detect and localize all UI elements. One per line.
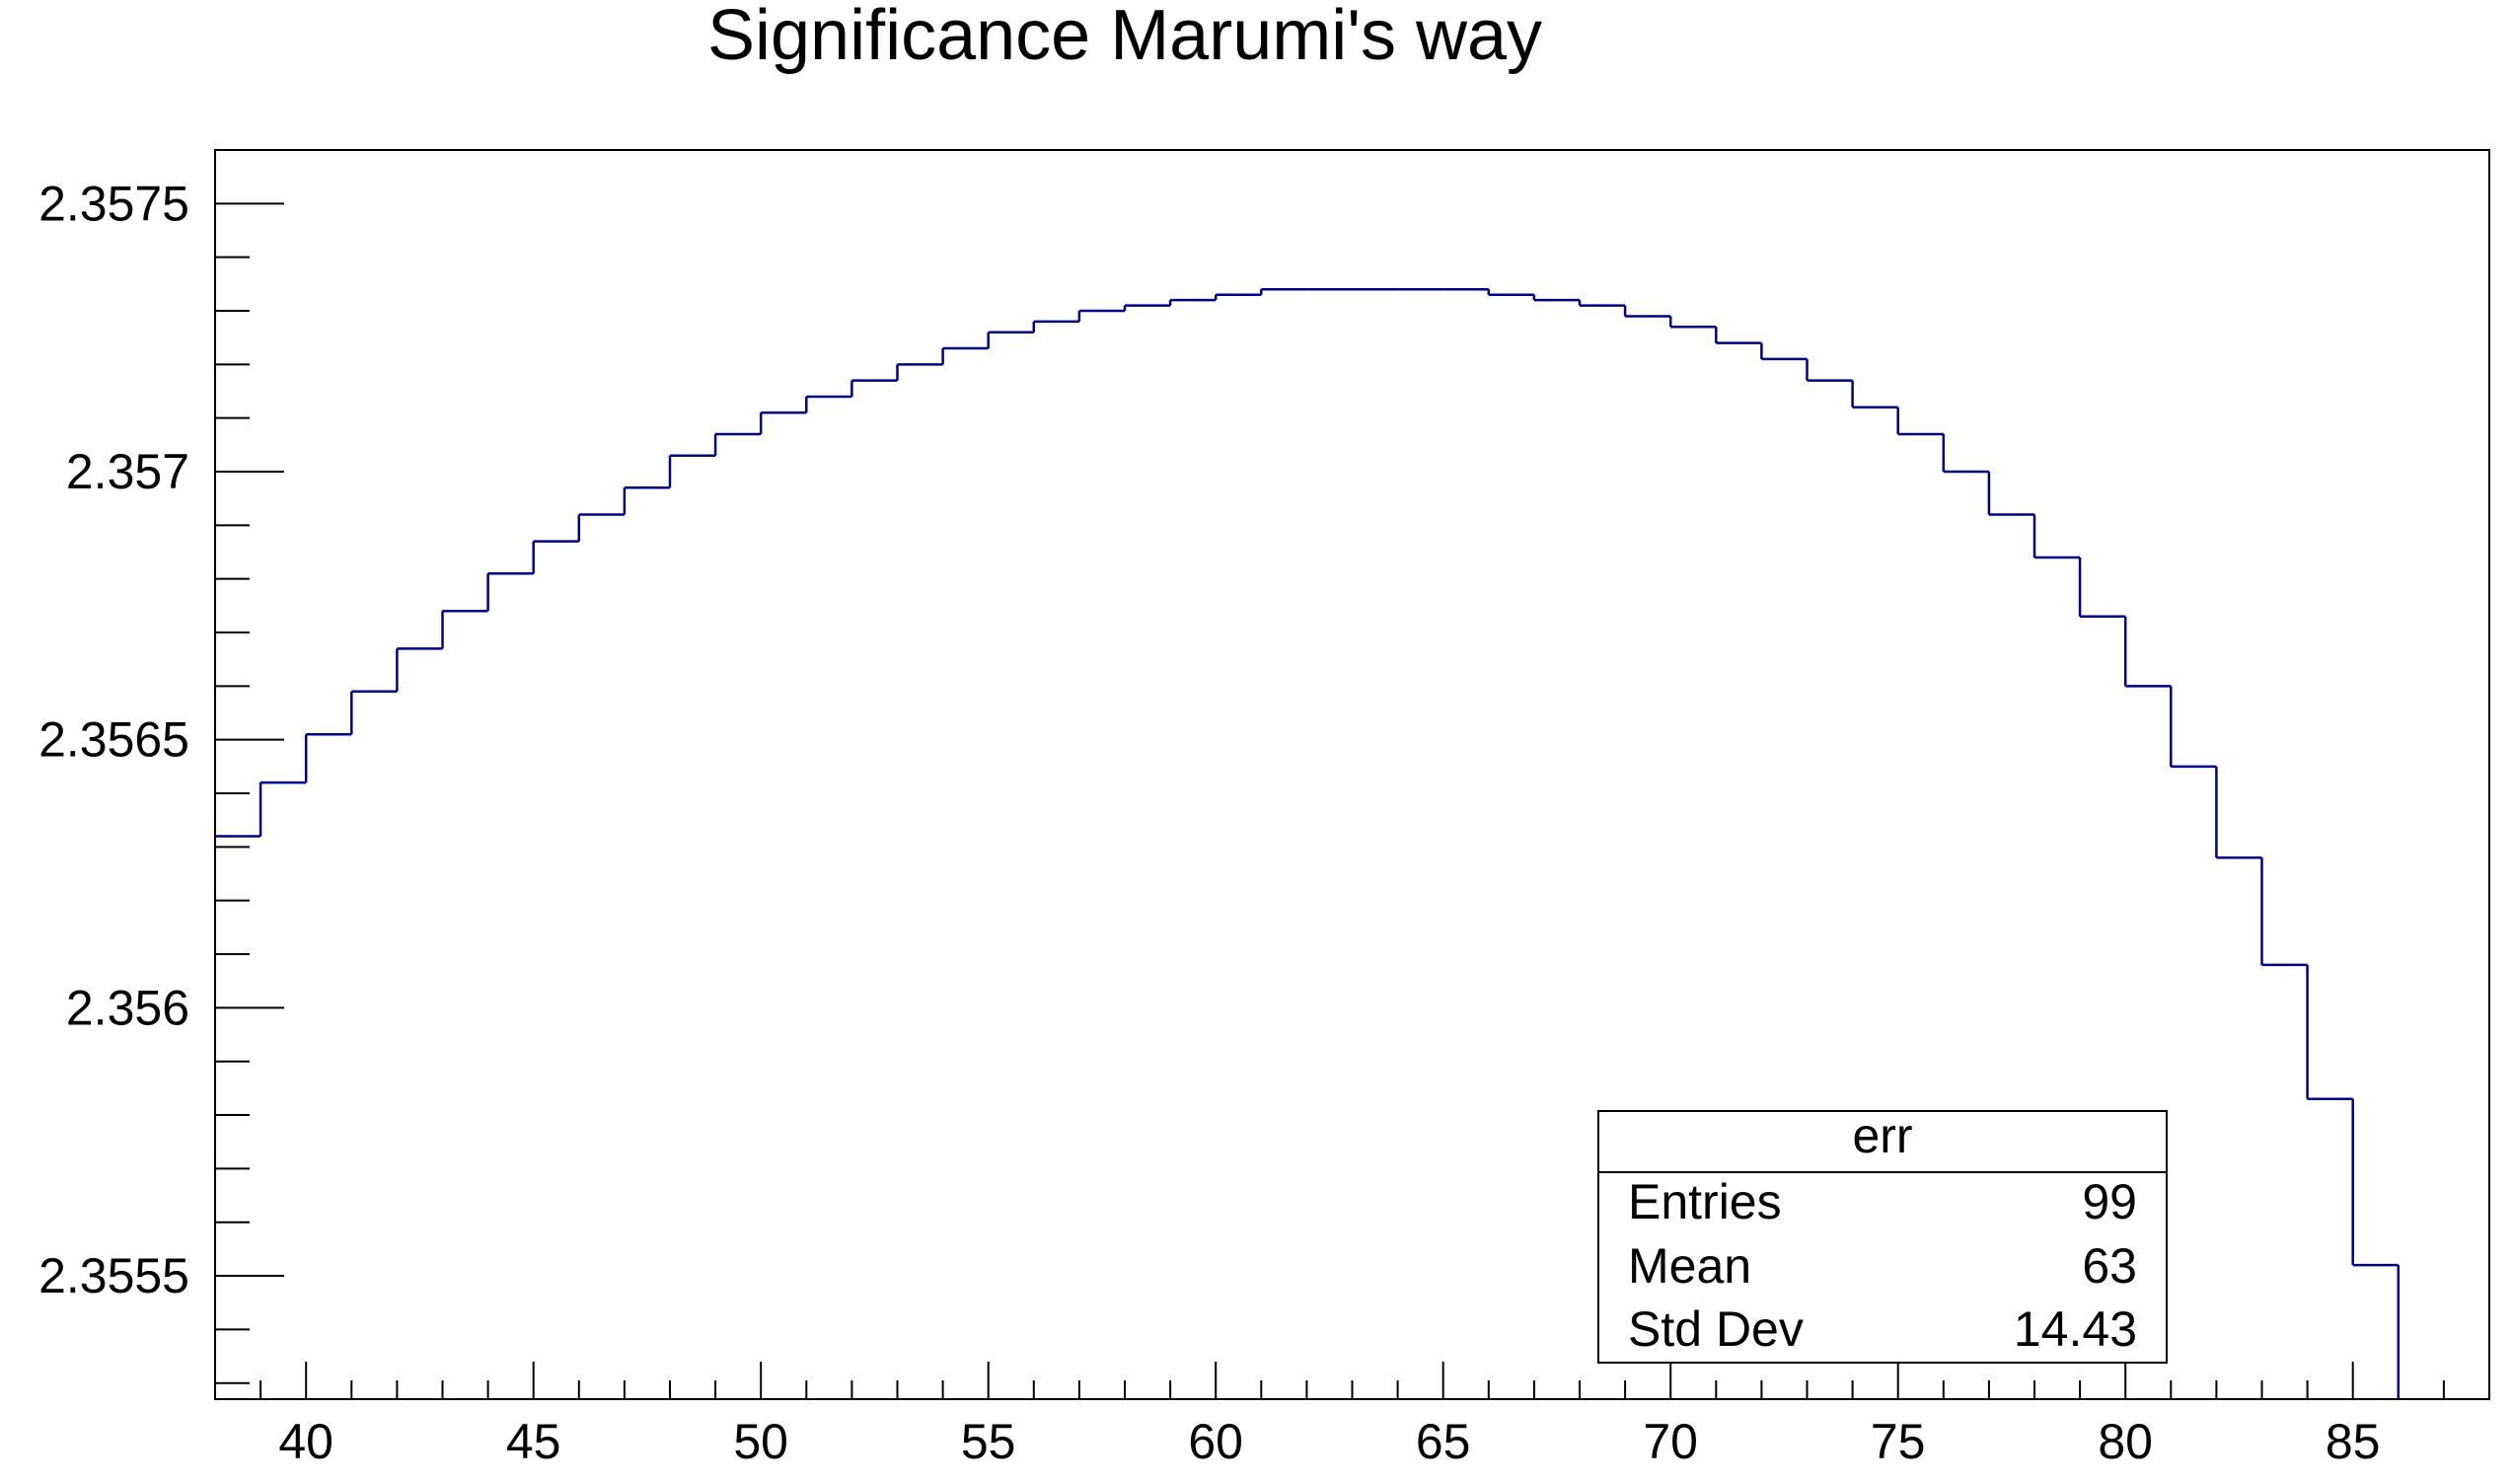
histogram-bin — [2123, 616, 2172, 688]
histogram-bin — [532, 540, 579, 574]
y-tick-label: 2.3575 — [38, 176, 189, 231]
histogram-bin — [577, 513, 625, 542]
histogram-bin — [1806, 358, 1853, 382]
histogram-bin — [1851, 380, 1898, 409]
x-tick-label: 70 — [1643, 1414, 1698, 1469]
histogram-bin — [2078, 556, 2126, 618]
y-tick-label: 2.3555 — [38, 1248, 189, 1303]
y-axis: 2.3555 2.356 2.3565 2.357 2.3575 — [38, 149, 284, 1384]
histogram-bin — [2215, 766, 2262, 859]
histogram-bin — [1077, 309, 1125, 322]
histogram-bin — [759, 410, 807, 434]
y-tick-label: 2.3565 — [38, 712, 189, 768]
histogram-bin — [1123, 304, 1171, 312]
histogram-bin — [1987, 472, 2034, 516]
x-tick-label: 80 — [2098, 1414, 2153, 1469]
stats-mean-value: 63 — [2082, 1238, 2137, 1294]
x-tick-label: 75 — [1871, 1414, 1926, 1469]
histogram-bin — [1578, 300, 1626, 307]
histogram-bin — [1532, 294, 1580, 302]
histogram-bin — [2306, 964, 2353, 1100]
histogram-bin — [1715, 327, 1762, 344]
x-tick-label: 60 — [1188, 1414, 1243, 1469]
x-axis: 40 45 50 55 60 65 70 75 80 85 — [214, 1362, 2490, 1469]
histogram-bin — [1623, 305, 1671, 318]
histogram-bin — [1168, 298, 1217, 306]
y-tick-label: 2.357 — [66, 444, 189, 499]
stats-box-title: err — [1852, 1108, 1912, 1163]
histogram-bin — [987, 331, 1034, 349]
x-tick-label: 55 — [961, 1414, 1016, 1469]
histogram-bin — [350, 690, 398, 735]
histogram-bin — [1032, 320, 1079, 333]
histogram-bin — [2351, 1098, 2401, 1399]
chart-title: Significance Marumi's way — [707, 0, 1542, 75]
histogram-bin — [805, 395, 852, 413]
histogram-bin — [2032, 514, 2081, 559]
stats-entries-label: Entries — [1628, 1174, 1782, 1229]
histogram-bin — [304, 732, 352, 783]
histogram-bin — [1260, 288, 1307, 295]
y-tick-label: 2.356 — [66, 980, 189, 1035]
histogram-bin — [2260, 857, 2308, 967]
histogram-bin — [623, 486, 670, 515]
histogram-bin — [941, 346, 989, 365]
x-tick-label: 40 — [278, 1414, 333, 1469]
histogram-series — [215, 288, 2401, 1399]
histogram-bin — [896, 363, 943, 381]
x-tick-label: 50 — [733, 1414, 788, 1469]
stats-entries-value: 99 — [2082, 1174, 2137, 1229]
histogram-bin — [396, 647, 443, 692]
histogram-bin — [668, 454, 716, 488]
stats-box-frame — [1597, 1110, 2168, 1364]
x-tick-label: 45 — [506, 1414, 561, 1469]
histogram-bin — [1487, 289, 1534, 296]
stats-stddev-label: Std Dev — [1628, 1301, 1804, 1357]
histogram-bin — [1942, 433, 1989, 474]
histogram-bin — [1896, 407, 1944, 436]
histogram-bin — [1760, 342, 1808, 361]
stats-stddev-value: 14.43 — [2014, 1301, 2137, 1357]
histogram-bin — [1214, 293, 1262, 301]
histogram-bin — [850, 379, 898, 397]
histogram-bin — [441, 610, 488, 649]
histogram-bin — [2170, 686, 2217, 769]
histogram-bin — [1668, 316, 1717, 329]
stats-mean-label: Mean — [1628, 1238, 1751, 1294]
stats-box: err Entries 99 Mean 63 Std Dev 14.43 — [1597, 1108, 2168, 1364]
x-tick-label: 85 — [2326, 1414, 2381, 1469]
histogram-bin — [259, 780, 307, 837]
histogram-bin — [486, 571, 534, 612]
histogram-bin — [713, 432, 762, 456]
x-tick-label: 65 — [1416, 1414, 1471, 1469]
